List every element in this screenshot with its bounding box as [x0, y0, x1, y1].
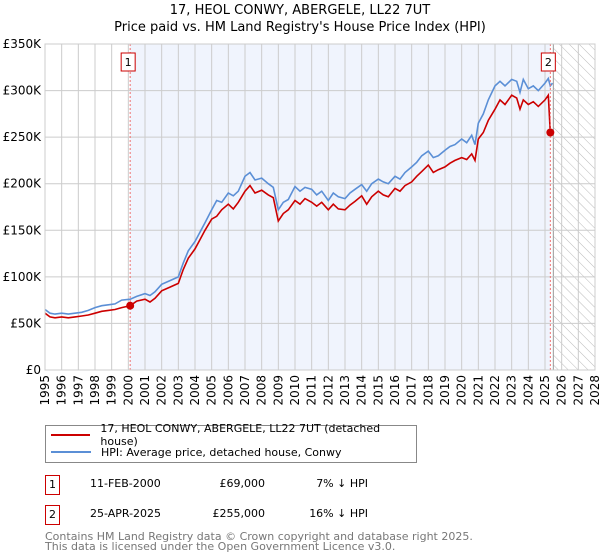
x-tick-label: 2004: [188, 375, 202, 406]
x-tick-label: 2011: [305, 375, 319, 406]
x-tick-label: 2015: [371, 375, 385, 406]
legend-label-hpi: HPI: Average price, detached house, Conw…: [101, 445, 342, 459]
x-tick-label: 1997: [71, 375, 85, 406]
x-tick-label: 2027: [571, 375, 585, 406]
transaction-date: 25-APR-2025: [90, 507, 162, 520]
transaction-hpi-diff: 7% ↓ HPI: [316, 477, 368, 490]
chart-title: 17, HEOL CONWY, ABERGELE, LL22 7UT: [169, 3, 431, 18]
sale-label: 2: [545, 56, 552, 69]
sale-point: [546, 128, 555, 137]
sale-label-box: [540, 52, 556, 72]
footer-copyright: Contains HM Land Registry data © Crown c…: [45, 530, 473, 543]
transaction-badge: 2: [45, 505, 60, 525]
transaction-date: 11-FEB-2000: [90, 477, 161, 490]
x-tick-label: 2026: [555, 375, 569, 406]
x-tick-label: 2019: [438, 375, 452, 406]
x-tick-label: 2008: [255, 375, 269, 406]
y-tick-label: £0: [26, 363, 41, 377]
transaction-price: £69,000: [219, 477, 266, 490]
x-tick-label: 2024: [521, 375, 535, 406]
legend-swatch-property: [51, 434, 91, 436]
x-tick-label: 2025: [538, 375, 552, 406]
property-line: [44, 92, 554, 319]
x-tick-label: 2021: [471, 375, 485, 406]
x-tick-label: 2003: [171, 375, 185, 406]
legend-swatch-hpi: [51, 451, 91, 453]
transaction-price: £255,000: [212, 507, 266, 520]
x-tick-label: 2000: [121, 375, 135, 406]
x-tick-label: 2013: [338, 375, 352, 406]
y-tick-label: £200K: [3, 177, 43, 191]
y-tick-label: £150K: [3, 223, 43, 237]
x-tick-label: 2010: [288, 375, 302, 406]
ownership-shade: [130, 44, 551, 370]
legend: 17, HEOL CONWY, ABERGELE, LL22 7UT (deta…: [45, 422, 417, 463]
x-tick-label: 2016: [388, 375, 402, 406]
x-tick-label: 2014: [355, 375, 369, 406]
x-tick-label: 2020: [455, 375, 469, 406]
hpi-line: [44, 76, 554, 315]
y-tick-label: £250K: [3, 130, 43, 144]
x-tick-label: 2001: [138, 375, 152, 406]
sale-label: 1: [125, 56, 132, 69]
y-tick-label: £300K: [3, 84, 43, 98]
x-tick-label: 1999: [105, 375, 119, 406]
y-tick-label: £350K: [3, 37, 43, 51]
x-tick-label: 2005: [205, 375, 219, 406]
legend-label-property: 17, HEOL CONWY, ABERGELE, LL22 7UT (deta…: [100, 422, 381, 448]
legend-item-property: 17, HEOL CONWY, ABERGELE, LL22 7UT (deta…: [51, 422, 416, 448]
sale-point: [126, 301, 135, 310]
x-tick-label: 2028: [588, 375, 600, 406]
x-tick-label: 1996: [55, 375, 69, 406]
x-tick-label: 2007: [238, 375, 252, 406]
x-tick-label: 2012: [321, 375, 335, 406]
legend-item-hpi: HPI: Average price, detached house, Conw…: [51, 444, 342, 460]
plot-frame: [44, 43, 596, 371]
x-tick-label: 2006: [221, 375, 235, 406]
x-tick-label: 2017: [405, 375, 419, 406]
y-tick-label: £100K: [3, 270, 43, 284]
x-tick-label: 1995: [38, 375, 52, 406]
price-chart: 1 2 £0 £50K £100K £150K £200K £250K £300K £350K 19…: [3, 37, 600, 406]
sale-label-box: [120, 52, 136, 72]
transaction-badge: 1: [45, 475, 60, 495]
footer-licence: This data is licensed under the Open Gov…: [45, 540, 396, 553]
x-tick-label: 2002: [155, 375, 169, 406]
x-tick-label: 2018: [421, 375, 435, 406]
x-tick-label: 2023: [505, 375, 519, 406]
x-tick-label: 1998: [88, 375, 102, 406]
x-tick-label: 2022: [488, 375, 502, 406]
x-tick-label: 2009: [271, 375, 285, 406]
transaction-hpi-diff: 16% ↓ HPI: [309, 507, 368, 520]
chart-subtitle: Price paid vs. HM Land Registry's House …: [114, 20, 486, 35]
y-tick-label: £50K: [10, 316, 42, 330]
forecast-hatch: [553, 44, 595, 370]
